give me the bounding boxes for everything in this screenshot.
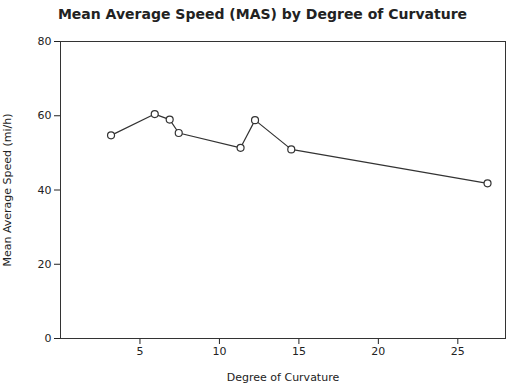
svg-text:20: 20 — [371, 345, 385, 358]
svg-text:20: 20 — [38, 258, 52, 271]
svg-text:40: 40 — [38, 184, 52, 197]
svg-text:15: 15 — [292, 345, 306, 358]
svg-text:Degree of Curvature: Degree of Curvature — [227, 371, 340, 384]
html-text:Mean Average Speed (MAS) by De: Mean Average Speed (MAS) by Degree of Cu… — [57, 6, 468, 22]
svg-text:Mean Average Speed (mi/h): Mean Average Speed (mi/h) — [1, 113, 14, 266]
svg-text:5: 5 — [136, 345, 143, 358]
svg-text:25: 25 — [451, 345, 465, 358]
svg-text:80: 80 — [38, 35, 52, 48]
svg-text:0: 0 — [45, 332, 52, 345]
svg-text:60: 60 — [38, 109, 52, 122]
svg-text:10: 10 — [212, 345, 226, 358]
